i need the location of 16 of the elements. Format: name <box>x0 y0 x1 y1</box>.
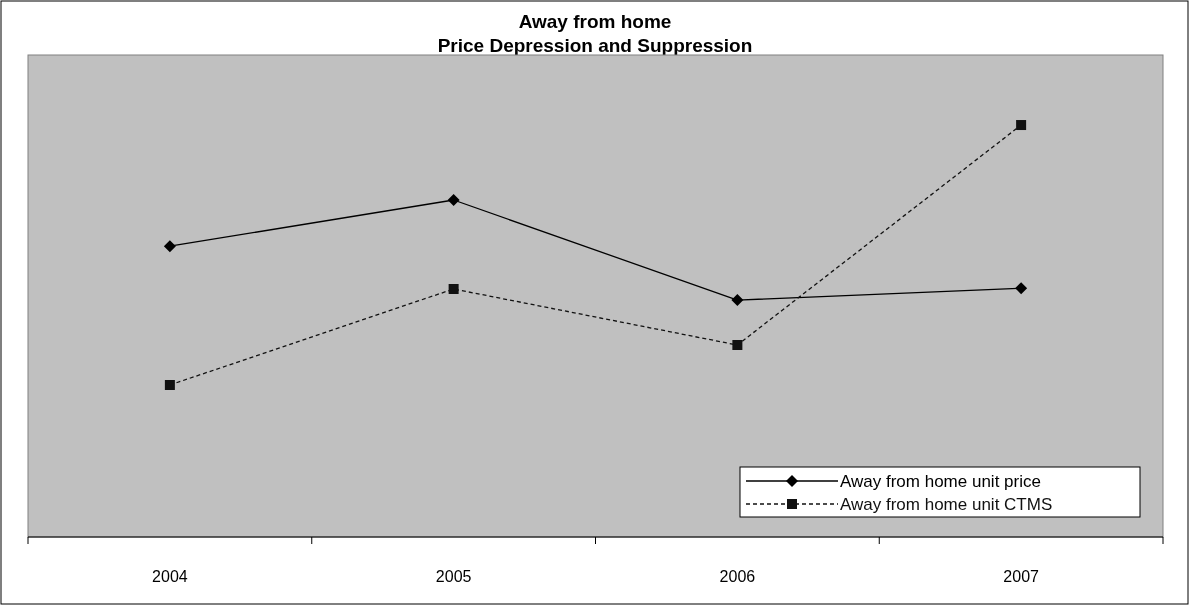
x-tick-label: 2005 <box>435 568 472 585</box>
point <box>732 340 743 351</box>
point <box>448 284 459 294</box>
legend-entry: Away from home unit price <box>745 472 1041 491</box>
chart-subtitle: Price Depression and Suppression <box>437 35 753 56</box>
x-tick-label: 2007 <box>1003 568 1040 585</box>
x-tick-label: 2006 <box>719 568 756 585</box>
point <box>447 194 460 207</box>
legend-entry: Away from home unit CTMS <box>745 495 1053 514</box>
point <box>164 379 175 390</box>
x-tick-label: 2004 <box>152 568 188 585</box>
chart-title: Away from home <box>518 11 672 32</box>
point <box>1015 282 1028 295</box>
point <box>1016 120 1027 131</box>
point <box>731 294 744 307</box>
point <box>163 240 176 253</box>
